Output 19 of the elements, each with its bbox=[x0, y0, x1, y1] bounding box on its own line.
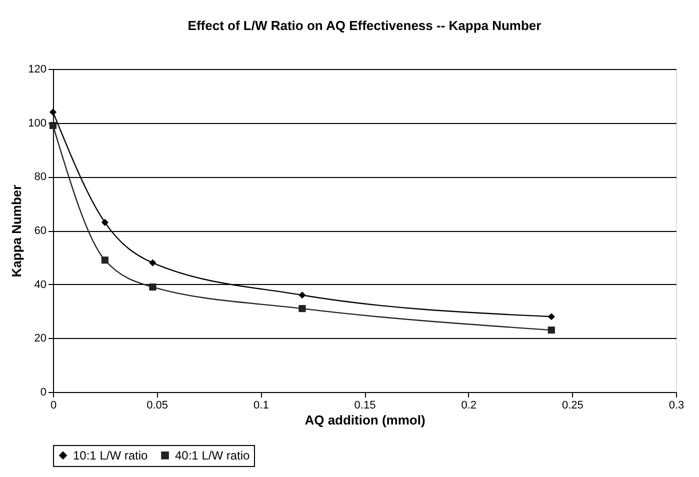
x-tick-label: 0.3 bbox=[668, 400, 684, 412]
x-tick-label: 0.15 bbox=[354, 400, 376, 412]
chart-title: Effect of L/W Ratio on AQ Effectiveness -- Kappa Number bbox=[188, 18, 542, 33]
y-tick-label: 40 bbox=[34, 278, 46, 291]
legend-label: 10:1 L/W ratio bbox=[73, 448, 148, 462]
x-axis-title: AQ addition (mmol) bbox=[304, 412, 426, 428]
x-tick-label: 0.05 bbox=[146, 400, 168, 412]
x-tick-label: 0.1 bbox=[254, 400, 269, 412]
y-tick-label: 60 bbox=[34, 225, 46, 237]
y-tick-label: 120 bbox=[28, 64, 46, 76]
x-tick-label: 0.25 bbox=[562, 400, 584, 412]
x-tick-label: 0 bbox=[50, 400, 57, 412]
y-tick-label: 0 bbox=[40, 386, 46, 398]
legend-label: 40:1 L/W ratio bbox=[175, 448, 250, 462]
y-axis-title: Kappa Number bbox=[9, 184, 24, 278]
x-tick-label: 0.2 bbox=[461, 400, 476, 412]
y-tick-label: 80 bbox=[34, 171, 46, 184]
y-tick-label: 20 bbox=[34, 332, 46, 345]
y-tick-label: 100 bbox=[28, 117, 46, 130]
